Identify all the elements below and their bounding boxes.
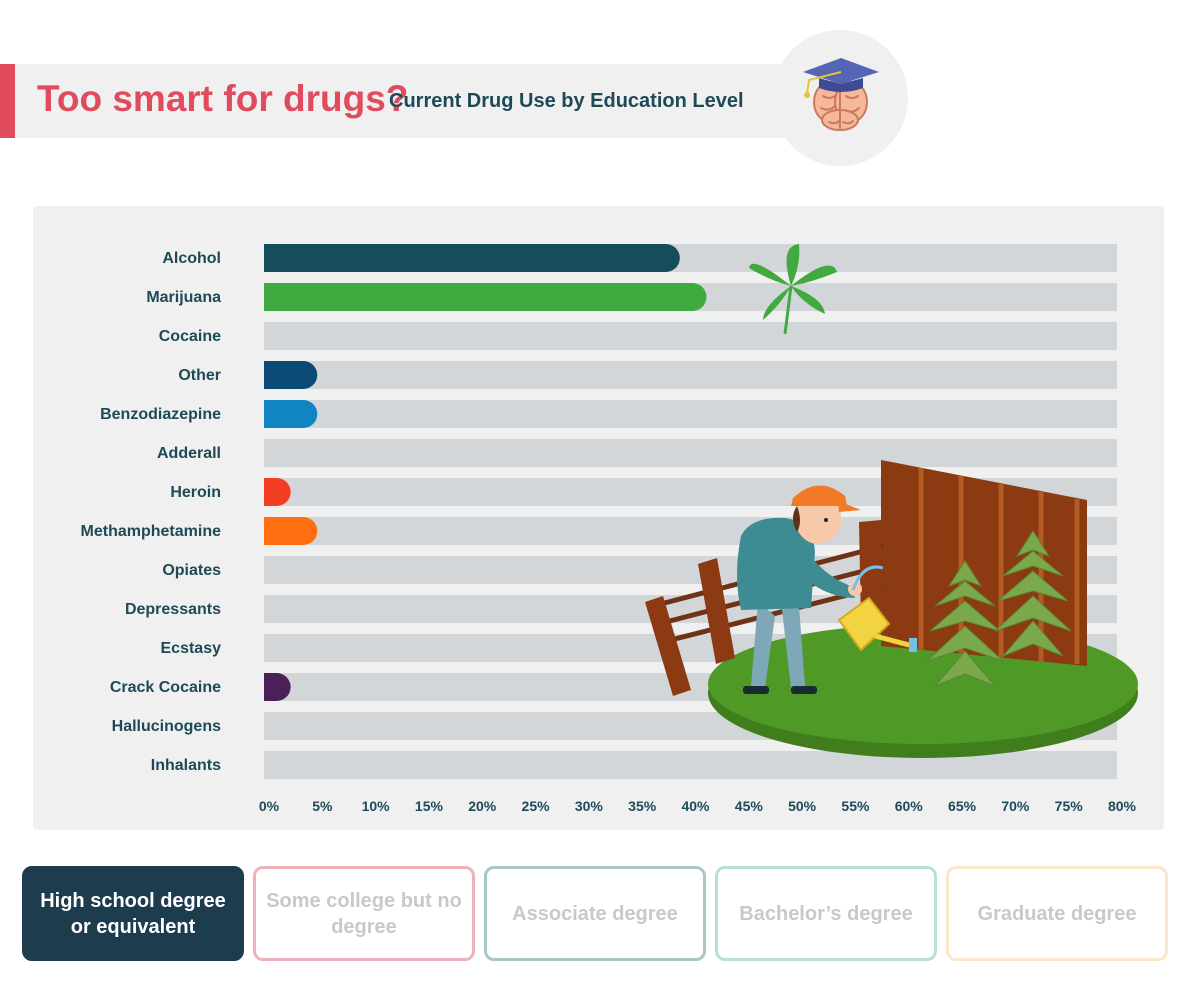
x-tick-label: 10% [362, 798, 391, 814]
x-tick-label: 5% [312, 798, 333, 814]
bar-other [264, 361, 318, 389]
page-title: Too smart for drugs? [37, 78, 409, 119]
category-label: Ecstasy [161, 640, 222, 657]
category-label: Cocaine [159, 328, 221, 345]
chart-subtitle: Current Drug Use by Education Level [389, 90, 744, 112]
x-axis-ticks: 0% 5% 10% 15% 20% 25% 30% 35% 40% 45% 50% 55% 60% 65%… [259, 798, 1137, 814]
x-tick-label: 65% [948, 798, 977, 814]
category-label: Heroin [170, 484, 221, 501]
bar-marijuana [264, 283, 707, 311]
bar-track [264, 361, 1117, 389]
bar-heroin [264, 478, 291, 506]
x-tick-label: 45% [735, 798, 764, 814]
tab-bachelors-degree[interactable]: Bachelor’s degree [715, 866, 937, 961]
category-label: Hallucinogens [112, 718, 221, 735]
cannabis-leaf-icon [749, 244, 837, 335]
x-tick-label: 50% [788, 798, 817, 814]
tab-label: Bachelor’s degree [739, 902, 913, 925]
cannabis-plant-icon [926, 530, 1072, 687]
category-label: Alcohol [162, 250, 221, 267]
bar-track [264, 751, 1117, 779]
watering-can-icon [837, 565, 917, 652]
chart-panel: Alcohol Marijuana Cocaine Other Benzodiazepi… [33, 206, 1164, 830]
x-tick-label: 70% [1001, 798, 1030, 814]
category-label: Inhalants [151, 757, 221, 774]
gardener-figure [737, 485, 862, 694]
tab-label: Graduate degree [977, 902, 1137, 925]
x-tick-label: 80% [1108, 798, 1137, 814]
tab-associate-degree[interactable]: Associate degree [484, 866, 706, 961]
category-label: Depressants [125, 601, 221, 618]
bar-track [264, 439, 1117, 467]
category-label: Benzodiazepine [100, 406, 221, 423]
x-tick-label: 25% [522, 798, 551, 814]
category-label: Adderall [157, 445, 221, 462]
x-tick-label: 55% [841, 798, 870, 814]
x-tick-label: 40% [681, 798, 710, 814]
tab-high-school[interactable]: High school degree or equivalent [22, 866, 244, 961]
x-tick-label: 60% [895, 798, 924, 814]
x-tick-label: 75% [1055, 798, 1084, 814]
category-label: Other [178, 367, 221, 384]
category-label: Crack Cocaine [110, 679, 221, 696]
tab-label: High school degree or equivalent [40, 889, 226, 938]
gardener-illustration [645, 244, 1138, 758]
x-tick-label: 20% [468, 798, 497, 814]
x-tick-label: 35% [628, 798, 657, 814]
tab-label: Some college but no degree [266, 889, 462, 938]
category-label: Marijuana [146, 289, 221, 306]
bar-alcohol [264, 244, 680, 272]
x-tick-label: 15% [415, 798, 444, 814]
bar-methamphetamine [264, 517, 318, 545]
bar-chart: Alcohol Marijuana Cocaine Other Benzodiazepi… [81, 244, 1138, 814]
x-tick-label: 0% [259, 798, 280, 814]
bar-crack-cocaine [264, 673, 291, 701]
tab-some-college[interactable]: Some college but no degree [253, 866, 475, 961]
tab-label: Associate degree [512, 902, 678, 925]
bar-track [264, 400, 1117, 428]
category-label: Opiates [162, 562, 221, 579]
bar-track [264, 322, 1117, 350]
category-label: Methamphetamine [81, 523, 222, 540]
graduation-brain-icon [803, 58, 879, 131]
header-accent-bar [0, 64, 15, 138]
bar-benzodiazepine [264, 400, 318, 428]
header-band [0, 64, 800, 138]
tab-graduate-degree[interactable]: Graduate degree [946, 866, 1168, 961]
x-tick-label: 30% [575, 798, 604, 814]
